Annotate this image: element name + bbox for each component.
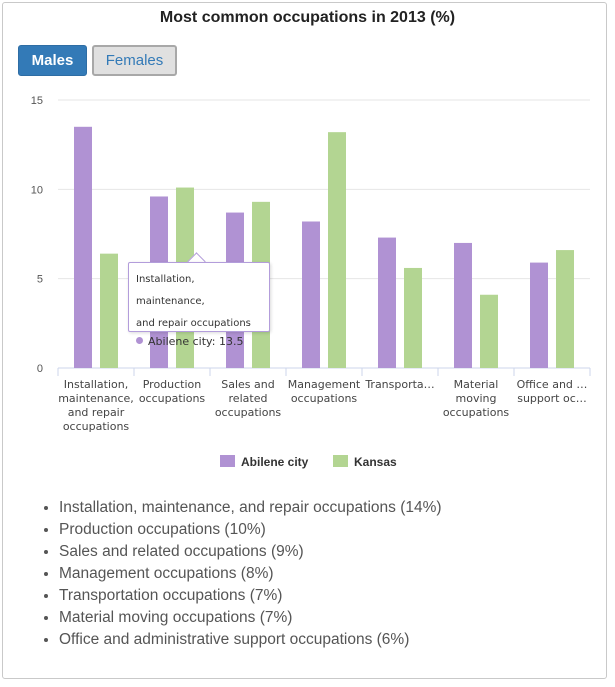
x-category-label: Management occupations xyxy=(288,378,361,405)
x-category-label-line: Office and … xyxy=(517,378,588,391)
list-item: Management occupations (8%) xyxy=(59,563,442,585)
chart-tooltip: Installation, maintenance, and repair oc… xyxy=(128,262,270,348)
x-category-label-line: Material xyxy=(454,378,499,391)
females-tab-button[interactable]: Females xyxy=(92,45,177,76)
tooltip-series-name: Abilene city xyxy=(148,335,212,348)
tooltip-title-line: and repair occupations xyxy=(136,318,251,329)
list-item: Office and administrative support occupa… xyxy=(59,629,442,651)
tooltip-value: 13.5 xyxy=(218,335,244,348)
x-category-label-line: Installation, xyxy=(64,378,128,391)
x-category-label-line: occupations xyxy=(139,392,206,405)
x-category-label: Sales and related occupations xyxy=(215,378,282,419)
x-category-label-line: maintenance, xyxy=(58,392,134,405)
list-item: Transportation occupations (7%) xyxy=(59,585,442,607)
bar-abilene-city xyxy=(378,237,396,368)
bar-kansas xyxy=(404,267,422,368)
x-category-label-line: and repair xyxy=(68,406,125,419)
x-category-label-line: Sales and xyxy=(221,378,274,391)
legend-swatch xyxy=(220,455,235,467)
bar-abilene-city xyxy=(74,126,92,368)
chart-title: Most common occupations in 2013 (%) xyxy=(159,9,456,26)
bar-abilene-city xyxy=(302,221,320,368)
bar-abilene-city xyxy=(530,262,548,368)
tooltip-title: Installation, maintenance, and repair oc… xyxy=(136,269,262,335)
legend-label: Abilene city xyxy=(241,455,309,469)
x-category-label: Production occupations xyxy=(139,378,206,405)
y-tick-label: 15 xyxy=(31,95,43,107)
x-category-label-line: occupations xyxy=(63,420,130,433)
list-item: Material moving occupations (7%) xyxy=(59,607,442,629)
bar-kansas xyxy=(328,132,346,368)
males-tab-button[interactable]: Males xyxy=(18,45,87,76)
tooltip-title-line: Installation, maintenance, xyxy=(136,274,205,307)
y-tick-label: 5 xyxy=(37,274,43,286)
bar-kansas xyxy=(100,253,118,368)
bar-kansas xyxy=(556,250,574,368)
x-category-label: Office and … support oc… xyxy=(517,378,588,405)
x-category-label: Installation, maintenance, and repair occup… xyxy=(58,378,134,433)
x-category-label-line: related xyxy=(229,392,268,405)
x-category-label-line: Production xyxy=(143,378,202,391)
x-category-label-line: occupations xyxy=(215,406,282,419)
y-tick-label: 10 xyxy=(31,184,43,196)
legend-swatch xyxy=(333,455,348,467)
bar-abilene-city xyxy=(454,242,472,368)
bar-kansas xyxy=(480,294,498,368)
tooltip-value-row: Abilene city: 13.5 xyxy=(136,335,262,348)
list-item: Installation, maintenance, and repair oc… xyxy=(59,497,442,519)
x-category-label: Transporta… xyxy=(364,378,434,391)
occupation-list: Installation, maintenance, and repair oc… xyxy=(38,497,442,651)
x-category-label-line: Transporta… xyxy=(364,378,434,391)
y-tick-label: 0 xyxy=(37,363,43,375)
legend-label: Kansas xyxy=(354,455,397,469)
list-item: Sales and related occupations (9%) xyxy=(59,541,442,563)
list-item: Production occupations (10%) xyxy=(59,519,442,541)
x-category-label-line: moving xyxy=(456,392,497,405)
x-category-label: Material moving occupations xyxy=(443,378,510,419)
x-category-label-line: occupations xyxy=(443,406,510,419)
x-category-label-line: Management xyxy=(288,378,361,391)
x-category-label-line: support oc… xyxy=(517,392,587,405)
x-category-label-line: occupations xyxy=(291,392,358,405)
tooltip-series-dot xyxy=(136,337,143,344)
